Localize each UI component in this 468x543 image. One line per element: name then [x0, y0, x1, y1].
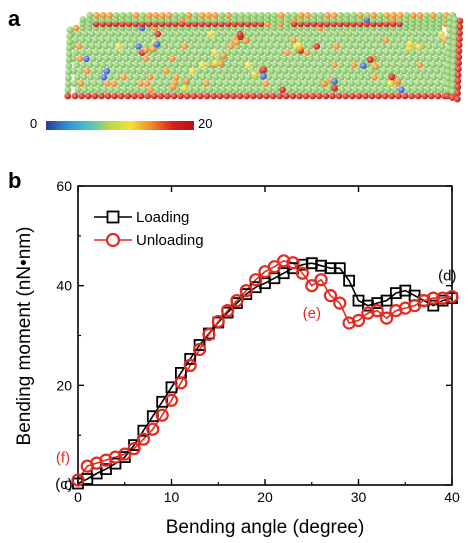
- data-point-unloading: [286, 256, 300, 270]
- y-tick-label: 40: [56, 278, 72, 294]
- x-tick-label: 40: [444, 489, 460, 505]
- annotation-label: (d): [438, 268, 456, 285]
- nanowire-atoms: [64, 12, 464, 103]
- legend-label-unloading: Unloading: [136, 232, 204, 249]
- data-point-unloading: [127, 442, 141, 456]
- legend-label-loading: Loading: [136, 209, 189, 226]
- data-point-unloading: [239, 284, 253, 298]
- data-point-unloading: [295, 266, 309, 280]
- data-point-loading: [184, 352, 197, 365]
- y-axis-label: Bending moment (nN•nm): [14, 227, 35, 446]
- data-point-unloading: [202, 327, 216, 342]
- data-point-unloading: [351, 313, 366, 328]
- data-point-loading: [380, 294, 393, 307]
- data-point-unloading: [426, 291, 440, 305]
- annotation-label: (f): [56, 450, 70, 467]
- data-point-unloading: [164, 393, 179, 407]
- data-point-unloading: [277, 254, 291, 268]
- data-point-unloading: [155, 408, 169, 422]
- data-point-unloading: [136, 432, 150, 446]
- x-tick-label: 30: [351, 489, 367, 505]
- data-point-unloading: [305, 279, 319, 293]
- data-point-unloading: [370, 304, 384, 318]
- data-point-unloading: [211, 314, 225, 329]
- data-point-unloading: [221, 304, 235, 318]
- x-axis-label: Bending angle (degree): [166, 517, 365, 538]
- colorbar-min-label: 0: [30, 116, 38, 131]
- data-point-loading: [343, 274, 356, 287]
- legend-marker-loading: [106, 210, 120, 224]
- data-point-unloading: [230, 294, 244, 308]
- panel-b-label: b: [8, 168, 22, 193]
- data-point-unloading: [380, 311, 394, 325]
- data-point-unloading: [267, 260, 281, 274]
- panel-a-label: a: [8, 6, 21, 31]
- data-point-unloading: [118, 447, 132, 461]
- y-tick-label: 60: [56, 178, 72, 194]
- data-point-unloading: [436, 291, 450, 305]
- data-point-unloading: [445, 290, 459, 304]
- colorbar-max-label: 20: [198, 116, 213, 131]
- data-point-unloading: [146, 422, 160, 436]
- data-point-unloading: [71, 473, 85, 487]
- y-tick-label: 0: [64, 477, 72, 493]
- data-point-unloading: [174, 376, 188, 390]
- legend-marker-unloading: [105, 232, 121, 248]
- data-point-unloading: [314, 273, 328, 287]
- x-tick-label: 0: [74, 489, 82, 505]
- colorbar-gradient: [46, 121, 194, 130]
- x-tick-label: 20: [257, 489, 273, 505]
- data-point-unloading: [249, 273, 263, 287]
- x-tick-label: 10: [164, 489, 180, 505]
- annotation-label: (e): [303, 305, 321, 322]
- nanowire-atoms-image: [64, 12, 464, 103]
- data-point-unloading: [333, 296, 347, 310]
- data-point-loading: [193, 339, 206, 351]
- data-point-unloading: [193, 342, 207, 357]
- data-point-unloading: [323, 289, 338, 303]
- data-point-loading: [333, 262, 346, 275]
- annotation-label: (c): [55, 476, 73, 493]
- data-point-unloading: [183, 358, 197, 372]
- y-tick-label: 20: [56, 377, 72, 393]
